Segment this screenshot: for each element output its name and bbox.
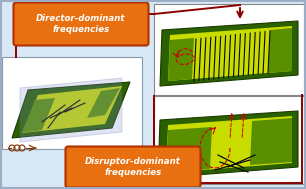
- Polygon shape: [268, 28, 292, 73]
- Text: Disruptor-dominant
frequencies: Disruptor-dominant frequencies: [85, 157, 181, 177]
- Polygon shape: [20, 78, 122, 142]
- Polygon shape: [168, 26, 292, 81]
- Polygon shape: [22, 98, 55, 133]
- FancyBboxPatch shape: [65, 146, 200, 187]
- Text: Director-dominant
frequencies: Director-dominant frequencies: [36, 14, 126, 34]
- Polygon shape: [166, 116, 292, 173]
- Polygon shape: [158, 111, 298, 178]
- Polygon shape: [22, 86, 122, 133]
- Polygon shape: [87, 88, 120, 118]
- Polygon shape: [12, 82, 130, 138]
- Polygon shape: [168, 38, 194, 81]
- Polygon shape: [160, 21, 298, 86]
- Polygon shape: [250, 118, 292, 165]
- FancyBboxPatch shape: [2, 57, 142, 149]
- FancyBboxPatch shape: [154, 4, 304, 95]
- Polygon shape: [166, 127, 212, 173]
- FancyBboxPatch shape: [154, 96, 304, 184]
- FancyBboxPatch shape: [13, 2, 148, 46]
